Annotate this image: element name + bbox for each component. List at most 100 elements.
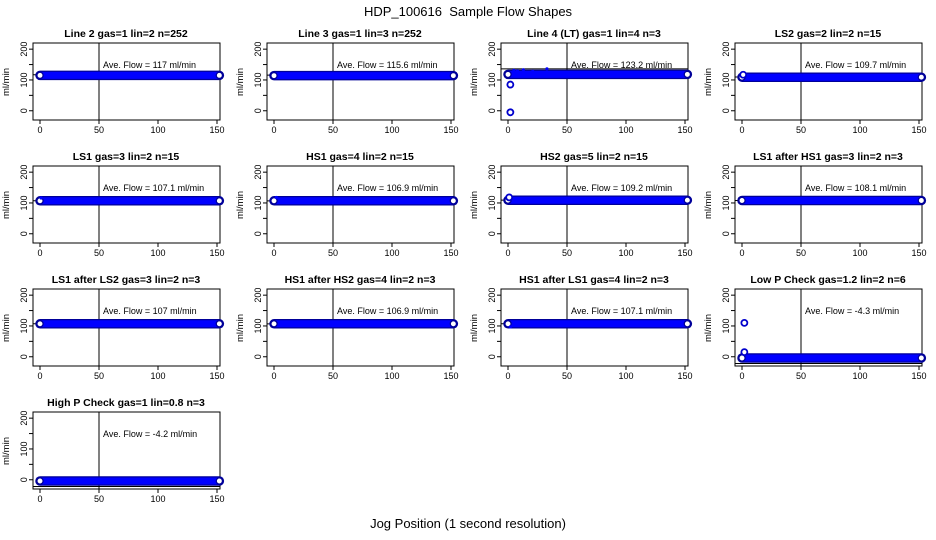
band-endpoint-circle — [917, 73, 926, 81]
x-tick-label: 50 — [796, 371, 806, 381]
band-endpoint-circle — [215, 197, 224, 205]
y-tick-label: 200 — [253, 165, 263, 180]
y-tick-label: 200 — [721, 165, 731, 180]
outlier-point — [740, 318, 749, 327]
x-tick-label: 50 — [796, 125, 806, 135]
y-tick-label: 0 — [19, 477, 29, 482]
data-point-dot — [512, 68, 516, 73]
y-tick-label: 200 — [487, 288, 497, 303]
x-tick-label: 150 — [209, 494, 224, 504]
x-tick-label: 50 — [328, 371, 338, 381]
x-tick-label: 0 — [271, 125, 276, 135]
band-endpoint-circle — [449, 320, 458, 328]
data-point-dot — [39, 196, 43, 200]
band-endpoint-circle — [917, 196, 926, 205]
y-axis-label: ml/min — [469, 314, 480, 342]
x-tick-label: 100 — [150, 125, 165, 135]
band-endpoint-circle — [215, 71, 224, 80]
x-tick-label: 150 — [443, 248, 458, 258]
x-tick-label: 0 — [37, 248, 42, 258]
x-tick-label: 150 — [443, 371, 458, 381]
outlier-point — [506, 80, 515, 89]
average-flow-text: Ave. Flow = 107.1 ml/min — [103, 183, 204, 193]
x-tick-label: 0 — [505, 248, 510, 258]
subplot-title: LS1 after HS1 gas=3 lin=2 n=3 — [753, 151, 903, 163]
x-tick-label: 0 — [37, 371, 42, 381]
x-tick-label: 150 — [209, 248, 224, 258]
band-endpoint-circle — [683, 70, 692, 79]
plot-box — [734, 288, 923, 367]
y-tick-label: 0 — [487, 108, 497, 113]
subplot-canvas: HS1 after HS2 gas=4 lin=2 n=3 0 100 200 0 50 1… — [235, 274, 459, 381]
band-endpoint-circle — [270, 320, 278, 328]
subplot-canvas: LS1 after LS2 gas=3 lin=2 n=3 0 100 200 0 50 1… — [1, 274, 225, 381]
x-tick-label: 150 — [443, 125, 458, 135]
plot-box — [500, 42, 689, 121]
y-tick-label: 100 — [19, 72, 29, 87]
band-endpoint-circle — [36, 71, 44, 80]
subplot-title: Line 2 gas=1 lin=2 n=252 — [64, 28, 188, 40]
y-tick-label: 200 — [19, 288, 29, 303]
x-tick-label: 100 — [150, 371, 165, 381]
x-tick-label: 50 — [562, 248, 572, 258]
y-tick-label: 0 — [487, 231, 497, 236]
subplot-3: Line 4 (LT) gas=1 lin=4 n=3 0 100 200 0 50 100… — [468, 22, 702, 145]
average-flow-text: Ave. Flow = 107 ml/min — [103, 306, 197, 316]
y-tick-label: 0 — [253, 108, 263, 113]
subplot-canvas: HS1 gas=4 lin=2 n=15 0 100 200 0 50 100 150 ml/m… — [235, 151, 459, 258]
subplot-5: LS1 gas=3 lin=2 n=15 0 100 200 0 50 100 150 ml/m… — [0, 145, 234, 268]
x-tick-label: 50 — [94, 494, 104, 504]
band-endpoint-circle — [270, 197, 278, 205]
x-tick-label: 100 — [852, 248, 867, 258]
band-endpoint-circle — [36, 320, 44, 328]
average-flow-text: Ave. Flow = 109.7 ml/min — [805, 60, 906, 70]
y-tick-label: 100 — [721, 195, 731, 210]
subplot-8: LS1 after HS1 gas=3 lin=2 n=3 0 100 200 0 50 1… — [702, 145, 936, 268]
data-point-dot — [545, 67, 549, 71]
x-tick-label: 50 — [328, 125, 338, 135]
data-point-dot — [521, 68, 525, 72]
x-tick-label: 150 — [677, 371, 692, 381]
subplot-canvas: LS2 gas=2 lin=2 n=15 0 100 200 0 50 100 150 ml/m… — [703, 28, 927, 135]
x-tick-label: 0 — [37, 125, 42, 135]
y-tick-label: 0 — [721, 231, 731, 236]
average-flow-text: Ave. Flow = 108.1 ml/min — [805, 183, 906, 193]
subplot-canvas: HS2 gas=5 lin=2 n=15 0 100 200 0 50 100 150 ml/m… — [469, 151, 693, 258]
x-tick-label: 50 — [796, 248, 806, 258]
y-axis-label: ml/min — [1, 314, 12, 342]
subplot-13: High P Check gas=1 lin=0.8 n=3 0 100 200 0 50… — [0, 391, 234, 514]
data-point-dot — [531, 69, 535, 73]
average-flow-text: Ave. Flow = -4.3 ml/min — [805, 306, 899, 316]
subplot-title: HS1 after HS2 gas=4 lin=2 n=3 — [285, 274, 436, 286]
subplot-canvas: Line 4 (LT) gas=1 lin=4 n=3 0 100 200 0 50 100… — [469, 28, 693, 135]
y-tick-label: 200 — [487, 165, 497, 180]
x-tick-label: 150 — [911, 125, 926, 135]
band-endpoint-circle — [449, 71, 458, 80]
band-endpoint-circle — [738, 196, 746, 205]
x-tick-label: 100 — [618, 125, 633, 135]
plot-box — [32, 411, 221, 490]
x-tick-label: 0 — [37, 494, 42, 504]
x-tick-label: 150 — [677, 125, 692, 135]
subplot-canvas: Line 3 gas=1 lin=3 n=252 0 100 200 0 50 100 150… — [235, 28, 459, 135]
x-tick-label: 50 — [94, 248, 104, 258]
x-tick-label: 100 — [618, 371, 633, 381]
x-tick-label: 100 — [384, 248, 399, 258]
y-tick-label: 100 — [487, 72, 497, 87]
subplot-canvas: HS1 after LS1 gas=4 lin=2 n=3 0 100 200 0 50 1… — [469, 274, 693, 381]
x-tick-label: 100 — [150, 248, 165, 258]
y-tick-label: 200 — [253, 288, 263, 303]
y-tick-label: 100 — [487, 318, 497, 333]
y-tick-label: 100 — [721, 318, 731, 333]
band-endpoint-circle — [36, 477, 44, 485]
y-tick-label: 0 — [487, 354, 497, 359]
x-tick-label: 0 — [505, 371, 510, 381]
x-tick-label: 50 — [94, 125, 104, 135]
x-tick-label: 0 — [739, 125, 744, 135]
y-tick-label: 200 — [253, 42, 263, 57]
subplot-6: HS1 gas=4 lin=2 n=15 0 100 200 0 50 100 150 ml/m… — [234, 145, 468, 268]
band-endpoint-circle — [683, 196, 692, 204]
y-tick-label: 0 — [721, 354, 731, 359]
band-endpoint-circle — [215, 477, 224, 485]
plot-box — [32, 42, 221, 121]
